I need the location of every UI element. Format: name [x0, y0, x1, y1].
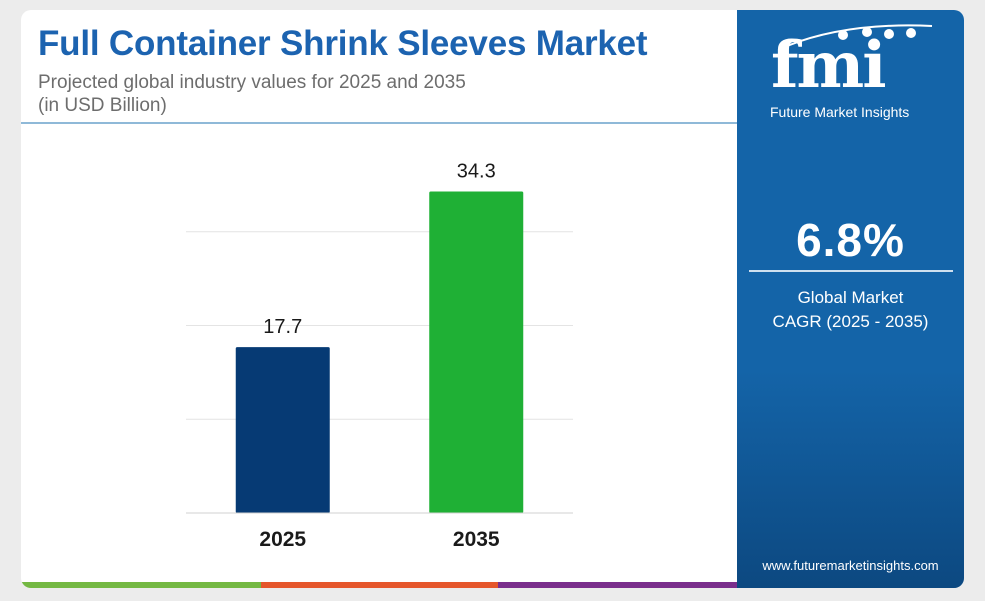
x-tick-label-2025: 2025: [259, 528, 306, 551]
side-panel: fmi Future Market Insights 6.8% Global M…: [737, 10, 964, 588]
logo-dot-icon-3: [884, 29, 894, 39]
footer-stripe: [21, 582, 737, 588]
bar-chart: 17.7 2025 34.3 2035: [186, 160, 573, 551]
bar-2025: [235, 347, 330, 513]
infographic-card: Full Container Shrink Sleeves Market Pro…: [21, 10, 964, 588]
cagr-label-line-1: Global Market: [797, 288, 904, 307]
logo-wordmark: fmi: [771, 28, 887, 103]
cagr-value: 6.8%: [796, 214, 905, 266]
bar-2035: [429, 191, 524, 513]
cagr-label-line-2: CAGR (2025 - 2035): [772, 312, 929, 331]
chart-subtitle: Projected global industry values for 202…: [38, 71, 678, 117]
website-link[interactable]: www.futuremarketinsights.com: [762, 558, 939, 573]
subtitle-line-1: Projected global industry values for 202…: [38, 72, 466, 93]
logo-icons: [786, 24, 933, 47]
logo-arc-icon: [786, 24, 933, 47]
subtitle-line-2: (in USD Billion): [38, 95, 167, 116]
cagr-label: Global Market CAGR (2025 - 2035): [737, 286, 964, 334]
data-label-2035: 34.3: [457, 160, 496, 182]
logo-caption: Future Market Insights: [770, 104, 910, 120]
cagr-divider: [749, 270, 953, 272]
logo-dot-icon-1: [838, 30, 848, 40]
chart-title: Full Container Shrink Sleeves Market: [38, 24, 648, 63]
data-label-2025: 17.7: [263, 316, 302, 338]
logo-dot-icon-4: [906, 28, 916, 38]
panel-texture: [737, 370, 964, 588]
footer-stripe-purple: [498, 582, 737, 588]
footer-stripe-green: [21, 582, 261, 588]
chart-panel: Full Container Shrink Sleeves Market Pro…: [21, 10, 737, 588]
x-tick-label-2035: 2035: [453, 528, 500, 551]
footer-stripe-orange: [261, 582, 498, 588]
fmi-logo: fmi Future Market Insights: [767, 20, 937, 120]
header-divider: [21, 122, 737, 124]
logo-dot-icon-2: [862, 27, 872, 37]
